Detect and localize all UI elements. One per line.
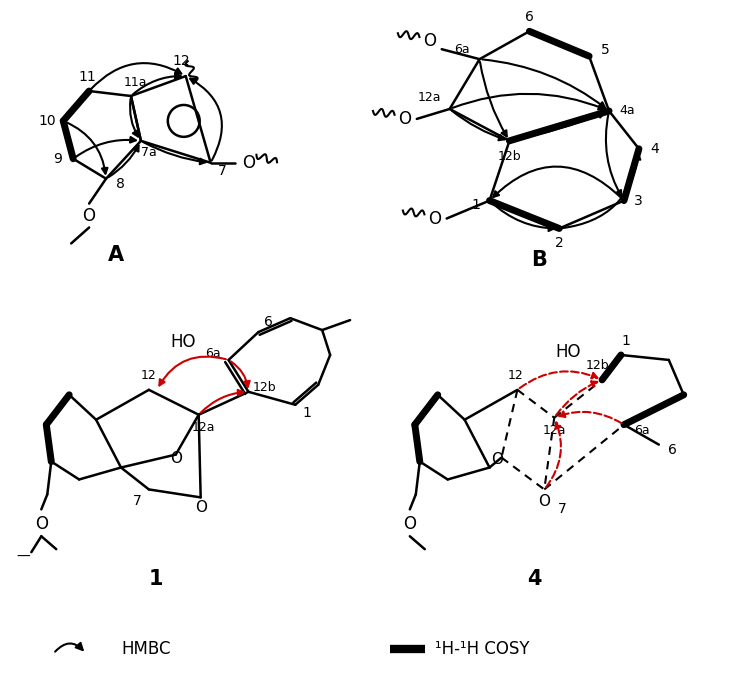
Text: 3: 3 — [634, 193, 642, 207]
Text: 6: 6 — [668, 443, 677, 457]
Text: 12: 12 — [173, 54, 191, 68]
Text: 12a: 12a — [542, 424, 566, 437]
Text: 11a: 11a — [123, 76, 147, 88]
Text: O: O — [83, 207, 96, 225]
Text: 4a: 4a — [619, 104, 635, 118]
Text: 6: 6 — [525, 10, 534, 24]
Text: 1: 1 — [303, 406, 312, 420]
Text: 10: 10 — [38, 114, 56, 128]
Text: —: — — [16, 550, 30, 564]
Text: 2: 2 — [555, 237, 564, 251]
Text: 7: 7 — [218, 164, 227, 177]
Text: 12a: 12a — [192, 421, 215, 434]
Text: 6a: 6a — [634, 424, 650, 437]
Text: 5: 5 — [601, 43, 609, 57]
Text: A: A — [108, 246, 124, 265]
Text: HO: HO — [170, 333, 196, 351]
Text: O: O — [423, 32, 436, 50]
Text: 12: 12 — [508, 370, 523, 382]
Text: O: O — [170, 451, 182, 466]
Text: O: O — [538, 494, 551, 509]
Text: ¹H-¹H COSY: ¹H-¹H COSY — [435, 640, 529, 658]
Text: 7a: 7a — [141, 146, 157, 159]
Text: 8: 8 — [116, 177, 125, 191]
Text: 12b: 12b — [253, 381, 276, 395]
Text: B: B — [531, 251, 548, 270]
Text: O: O — [428, 209, 441, 228]
Text: 4: 4 — [527, 569, 542, 589]
Text: 12: 12 — [141, 370, 157, 382]
Text: 11: 11 — [78, 70, 96, 84]
Text: 1: 1 — [471, 198, 480, 212]
Text: 6: 6 — [264, 315, 273, 329]
Text: 7: 7 — [133, 494, 142, 508]
Text: 12b: 12b — [497, 150, 521, 164]
Text: 6a: 6a — [205, 347, 220, 361]
Text: HO: HO — [556, 343, 581, 361]
Text: 1: 1 — [149, 569, 163, 589]
Text: 7: 7 — [558, 503, 567, 516]
Text: 6a: 6a — [454, 42, 469, 56]
Text: 12a: 12a — [418, 90, 441, 104]
Text: O: O — [35, 515, 48, 533]
Text: O: O — [399, 110, 411, 128]
Text: O: O — [242, 154, 255, 172]
Text: 1: 1 — [621, 334, 630, 348]
Text: 12b: 12b — [585, 359, 609, 372]
Text: O: O — [403, 515, 416, 533]
Text: O: O — [492, 452, 503, 467]
Text: 4: 4 — [651, 142, 659, 156]
Text: 9: 9 — [53, 152, 62, 166]
Text: O: O — [195, 500, 206, 515]
Text: HMBC: HMBC — [121, 640, 170, 658]
